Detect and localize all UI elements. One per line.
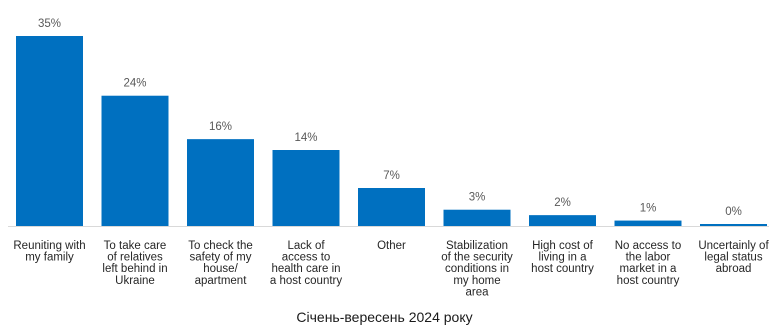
data-label-0: 35% <box>38 18 61 30</box>
bar-chart: 35% Reuniting with my family 24% To take car… <box>8 18 769 298</box>
bar-1 <box>101 95 169 226</box>
category-label-2: To check the safety of my house/apartment <box>188 240 253 287</box>
category-label-5: Stabilization of the security conditions i… <box>441 240 513 298</box>
category-label-4: Other <box>377 240 406 252</box>
data-label-6: 2% <box>554 197 571 209</box>
bar-4 <box>358 188 425 226</box>
category-label-6: High cost of living in a host country <box>531 240 594 275</box>
data-label-1: 24% <box>123 78 146 90</box>
bar-8 <box>700 224 767 226</box>
data-label-8: 0% <box>725 206 742 218</box>
category-label-1: To take care of relatives left behind in Uk… <box>102 240 167 287</box>
bar-5 <box>443 209 511 226</box>
bar-0 <box>16 36 83 226</box>
bar-7 <box>614 220 682 226</box>
bar-2 <box>187 139 254 226</box>
data-label-4: 7% <box>383 170 400 182</box>
data-label-5: 3% <box>469 192 486 204</box>
data-label-3: 14% <box>294 132 317 144</box>
category-label-8: Uncertainly of legal status abroad <box>698 240 769 275</box>
data-label-7: 1% <box>640 203 657 215</box>
data-label-2: 16% <box>209 121 232 133</box>
category-label-0: Reuniting with my family <box>13 240 85 264</box>
bar-3 <box>272 150 340 226</box>
chart-caption: Січень-вересень 2024 року <box>296 309 473 325</box>
category-label-7: No access to the labor market in a host cou… <box>615 240 681 287</box>
bar-6 <box>529 215 596 226</box>
category-label-3: Lack of access to health care in a host cou… <box>270 240 342 287</box>
